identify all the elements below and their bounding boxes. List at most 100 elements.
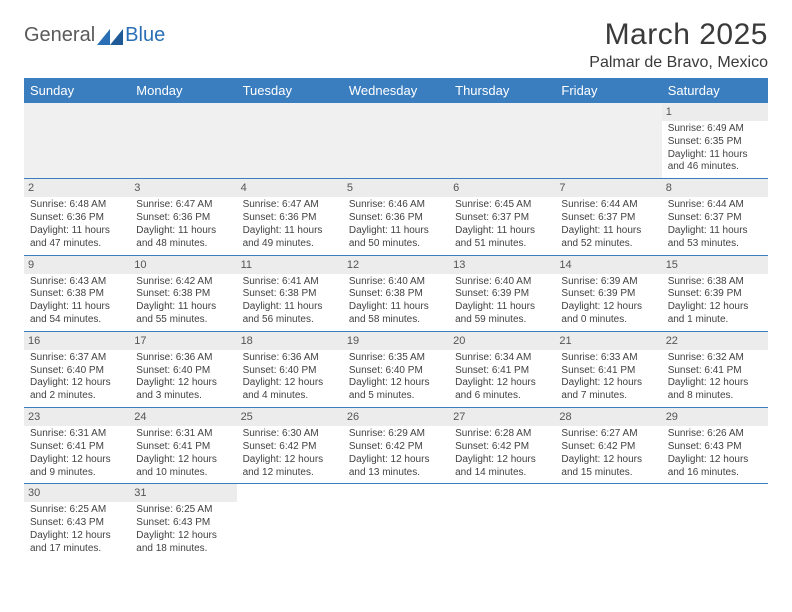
cell-text: Sunset: 6:37 PM	[455, 212, 549, 225]
cell-text: Sunset: 6:41 PM	[30, 441, 124, 454]
cell-text: Sunset: 6:35 PM	[668, 136, 762, 149]
day-number: 8	[662, 179, 768, 197]
day-number: 20	[449, 332, 555, 350]
cell-text: and 1 minute.	[668, 314, 762, 327]
calendar-body: 1 Sunrise: 6:49 AMSunset: 6:35 PM Daylight…	[24, 103, 768, 560]
cell-text: Daylight: 12 hours	[243, 454, 337, 467]
cell-text: Daylight: 11 hours	[349, 225, 443, 238]
cell-text: Daylight: 12 hours	[30, 377, 124, 390]
calendar-cell	[555, 103, 661, 179]
cell-text: Sunset: 6:41 PM	[561, 365, 655, 378]
day-number: 21	[555, 332, 661, 350]
cell-text: and 7 minutes.	[561, 390, 655, 403]
day-number: 5	[343, 179, 449, 197]
cell-text: and 51 minutes.	[455, 238, 549, 251]
day-number: 9	[24, 256, 130, 274]
calendar-cell	[343, 103, 449, 179]
cell-text: Daylight: 12 hours	[243, 377, 337, 390]
cell-text: Daylight: 11 hours	[668, 225, 762, 238]
calendar-cell: 8Sunrise: 6:44 AMSunset: 6:37 PMDaylight…	[662, 179, 768, 255]
cell-text: Daylight: 12 hours	[561, 377, 655, 390]
day-number: 24	[130, 408, 236, 426]
cell-text: Sunrise: 6:44 AM	[668, 199, 762, 212]
cell-text: and 14 minutes.	[455, 467, 549, 480]
weekday-header: Saturday	[662, 78, 768, 103]
cell-text: Sunrise: 6:26 AM	[668, 428, 762, 441]
cell-text: Sunset: 6:39 PM	[455, 288, 549, 301]
cell-text: Sunrise: 6:48 AM	[30, 199, 124, 212]
calendar-cell: 21Sunrise: 6:33 AMSunset: 6:41 PMDayligh…	[555, 331, 661, 407]
cell-text: Daylight: 12 hours	[349, 377, 443, 390]
cell-text: Sunset: 6:43 PM	[136, 517, 230, 530]
cell-text: and 15 minutes.	[561, 467, 655, 480]
cell-text: Sunrise: 6:40 AM	[349, 276, 443, 289]
cell-text: Sunrise: 6:42 AM	[136, 276, 230, 289]
calendar-cell: 18 Sunrise: 6:36 AMSunset: 6:40 PMDayligh…	[237, 331, 343, 407]
cell-text: Sunrise: 6:47 AM	[136, 199, 230, 212]
cell-text: and 0 minutes.	[561, 314, 655, 327]
cell-text: and 50 minutes.	[349, 238, 443, 251]
cell-text: Sunrise: 6:36 AM	[243, 352, 337, 365]
cell-text: Daylight: 12 hours	[668, 377, 762, 390]
calendar-cell: 31Sunrise: 6:25 AMSunset: 6:43 PMDayligh…	[130, 484, 236, 560]
day-number: 28	[555, 408, 661, 426]
day-number: 17	[130, 332, 236, 350]
day-number: 1	[662, 103, 768, 121]
calendar-cell: 27Sunrise: 6:28 AMSunset: 6:42 PMDayligh…	[449, 408, 555, 484]
cell-text: Sunset: 6:38 PM	[30, 288, 124, 301]
calendar-cell: 30Sunrise: 6:25 AMSunset: 6:43 PMDayligh…	[24, 484, 130, 560]
day-number: 11	[237, 256, 343, 274]
cell-text: and 55 minutes.	[136, 314, 230, 327]
calendar-cell: 26Sunrise: 6:29 AMSunset: 6:42 PMDayligh…	[343, 408, 449, 484]
cell-text: Sunset: 6:38 PM	[243, 288, 337, 301]
cell-text: Sunrise: 6:31 AM	[136, 428, 230, 441]
day-number: 29	[662, 408, 768, 426]
cell-text: and 13 minutes.	[349, 467, 443, 480]
calendar-table: SundayMondayTuesdayWednesdayThursdayFrid…	[24, 78, 768, 560]
cell-text: Sunset: 6:41 PM	[668, 365, 762, 378]
title-block: March 2025 Palmar de Bravo, Mexico	[589, 18, 768, 72]
cell-text: and 52 minutes.	[561, 238, 655, 251]
cell-text: Sunset: 6:41 PM	[136, 441, 230, 454]
cell-text: Sunrise: 6:49 AM	[668, 123, 762, 136]
calendar-cell: 1Sunrise: 6:49 AMSunset: 6:35 PMDaylight…	[662, 103, 768, 179]
calendar-page: General Blue March 2025 Palmar de Bravo,…	[0, 0, 792, 578]
cell-text: and 54 minutes.	[30, 314, 124, 327]
cell-text: Sunrise: 6:39 AM	[561, 276, 655, 289]
cell-text: and 8 minutes.	[668, 390, 762, 403]
weekday-header: Tuesday	[237, 78, 343, 103]
cell-text: Daylight: 12 hours	[349, 454, 443, 467]
calendar-cell: 10Sunrise: 6:42 AMSunset: 6:38 PMDayligh…	[130, 255, 236, 331]
cell-text: Sunrise: 6:40 AM	[455, 276, 549, 289]
cell-text: Sunset: 6:39 PM	[668, 288, 762, 301]
logo-text-general: General	[24, 24, 95, 47]
calendar-cell	[237, 484, 343, 560]
day-number: 18	[237, 332, 343, 350]
day-number: 14	[555, 256, 661, 274]
calendar-head: SundayMondayTuesdayWednesdayThursdayFrid…	[24, 78, 768, 103]
calendar-row: 1Sunrise: 6:49 AMSunset: 6:35 PMDaylight…	[24, 103, 768, 179]
cell-text: Sunset: 6:39 PM	[561, 288, 655, 301]
cell-text: Daylight: 11 hours	[136, 225, 230, 238]
cell-text: and 46 minutes.	[668, 161, 762, 174]
cell-text: Daylight: 11 hours	[455, 225, 549, 238]
cell-text: Sunset: 6:42 PM	[349, 441, 443, 454]
day-number: 16	[24, 332, 130, 350]
cell-text: Sunrise: 6:41 AM	[243, 276, 337, 289]
calendar-cell	[449, 484, 555, 560]
location-text: Palmar de Bravo, Mexico	[589, 54, 768, 72]
calendar-cell: 22Sunrise: 6:32 AMSunset: 6:41 PMDayligh…	[662, 331, 768, 407]
calendar-cell: 20Sunrise: 6:34 AMSunset: 6:41 PMDayligh…	[449, 331, 555, 407]
calendar-row: 23Sunrise: 6:31 AMSunset: 6:41 PMDayligh…	[24, 408, 768, 484]
cell-text: Daylight: 11 hours	[136, 301, 230, 314]
calendar-cell: 14Sunrise: 6:39 AMSunset: 6:39 PMDayligh…	[555, 255, 661, 331]
cell-text: and 16 minutes.	[668, 467, 762, 480]
day-number: 23	[24, 408, 130, 426]
cell-text: and 59 minutes.	[455, 314, 549, 327]
cell-text: Sunset: 6:36 PM	[136, 212, 230, 225]
cell-text: Sunset: 6:36 PM	[349, 212, 443, 225]
day-number: 7	[555, 179, 661, 197]
cell-text: Sunset: 6:40 PM	[243, 365, 337, 378]
calendar-row: 9Sunrise: 6:43 AMSunset: 6:38 PMDaylight…	[24, 255, 768, 331]
cell-text: and 48 minutes.	[136, 238, 230, 251]
